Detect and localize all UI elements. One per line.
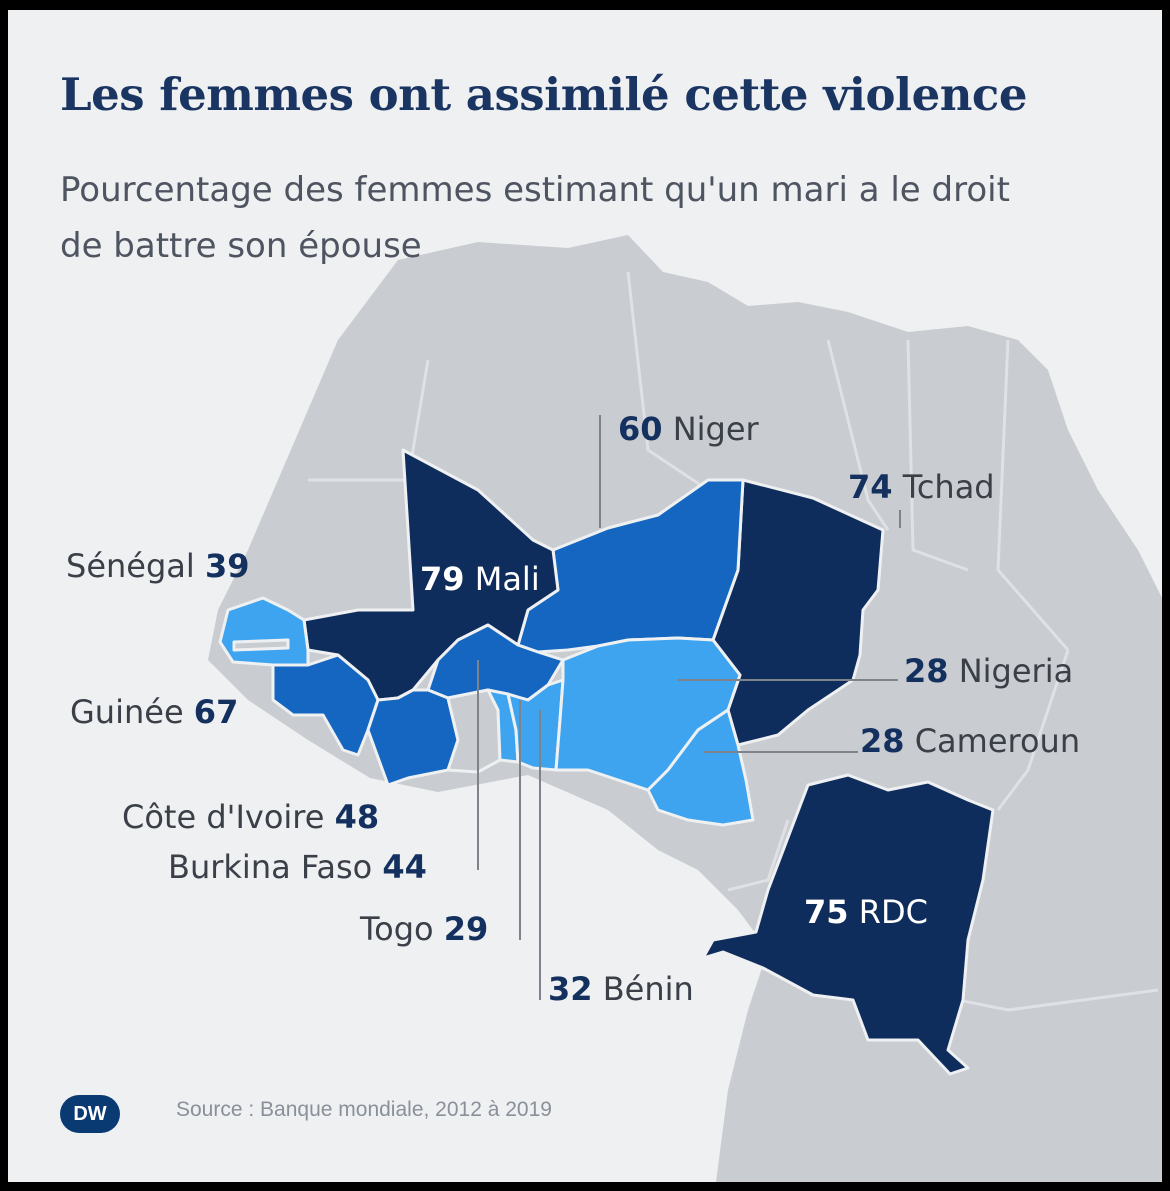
name-cameroun: Cameroun [914,722,1081,760]
value-cameroun: 28 [860,722,905,760]
name-mali: Mali [474,560,540,598]
country-shapes [218,448,995,1076]
value-senegal: 39 [204,547,250,585]
value-benin: 32 [548,970,593,1008]
value-mali: 79 [420,560,465,598]
value-tchad: 74 [848,468,893,506]
label-rdc: 75 RDC [804,893,928,931]
value-nigeria: 28 [904,652,949,690]
value-togo: 29 [443,910,489,948]
label-senegal: Sénégal 39 [66,547,249,585]
name-rdc: RDC [858,893,928,931]
name-niger: Niger [672,410,759,448]
value-niger: 60 [618,410,663,448]
name-burkina: Burkina Faso [168,848,373,886]
country-ghana [446,688,502,774]
value-cote: 48 [334,798,380,836]
value-rdc: 75 [804,893,849,931]
name-nigeria: Nigeria [958,652,1074,690]
country-rdc[interactable] [701,773,995,1076]
source-note: Source : Banque mondiale, 2012 à 2019 [176,1098,552,1121]
label-tchad: 74 Tchad [848,468,995,506]
label-togo: Togo 29 [360,910,488,948]
label-benin: 32 Bénin [548,970,694,1008]
dw-logo: DW [60,1095,120,1133]
country-cameroun[interactable] [646,708,755,827]
name-cote: Côte d'Ivoire [122,798,325,836]
name-benin: Bénin [602,970,694,1008]
label-nigeria: 28 Nigeria [904,652,1073,690]
label-burkina: Burkina Faso 44 [168,848,427,886]
label-mali: 79 Mali [420,560,540,598]
country-guinee[interactable] [271,653,380,757]
label-cameroun: 28 Cameroun [860,722,1080,760]
name-togo: Togo [360,910,434,948]
country-cote[interactable] [366,688,460,787]
value-burkina: 44 [382,848,427,886]
name-senegal: Sénégal [66,547,195,585]
africa-map [208,235,1162,1182]
label-guinee: Guinée 67 [70,693,238,731]
page-subtitle: Pourcentage des femmes estimant qu'un ma… [60,170,1010,266]
country-gambia [232,638,290,652]
label-niger: 60 Niger [618,410,759,448]
page-title: Les femmes ont assimilé cette violence [60,68,1027,121]
label-cote: Côte d'Ivoire 48 [122,798,379,836]
country-benin[interactable] [506,678,565,772]
value-guinee: 67 [193,693,239,731]
name-guinee: Guinée [70,693,184,731]
name-tchad: Tchad [902,468,995,506]
infographic-card: Les femmes ont assimilé cette violence P… [8,10,1162,1182]
leader-lines [477,415,901,1000]
